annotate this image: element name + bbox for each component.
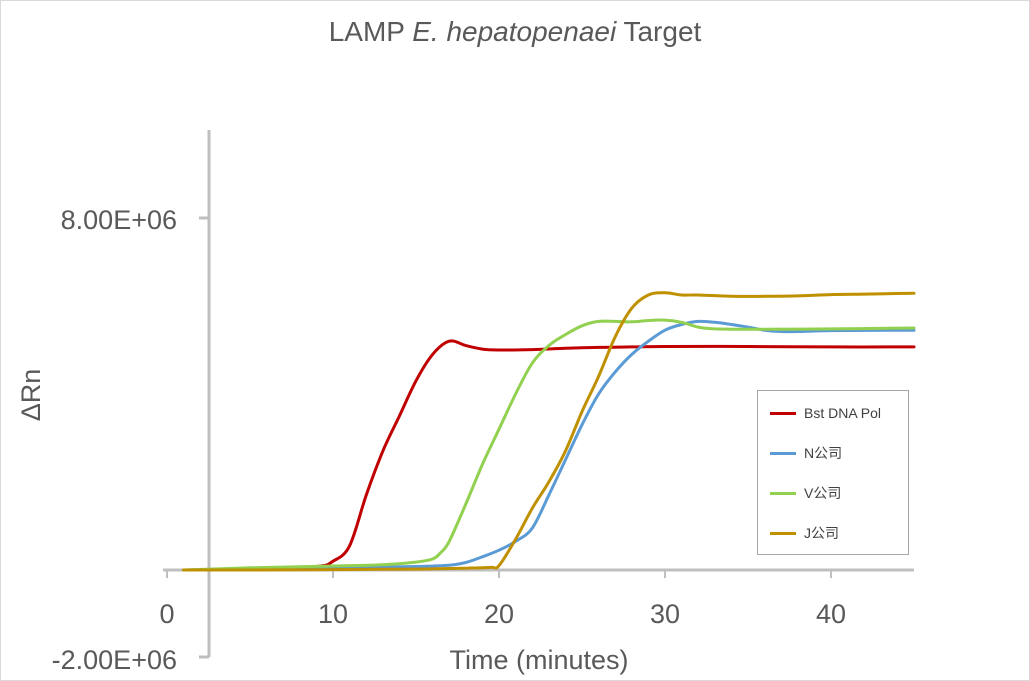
legend-item: V公司 xyxy=(770,483,841,503)
y-axis-title: ΔRn xyxy=(16,369,46,422)
x-tick-label: 20 xyxy=(484,599,514,629)
legend-swatch xyxy=(770,491,796,495)
legend-label: J公司 xyxy=(804,525,839,541)
x-tick-label: 30 xyxy=(650,599,680,629)
title-text-italic: E. hepatopenaei xyxy=(412,16,617,47)
series-line-0 xyxy=(182,339,916,572)
legend-label: N公司 xyxy=(804,445,843,461)
legend-swatch xyxy=(770,411,796,415)
legend-item: J公司 xyxy=(770,523,839,543)
y-tick-label: -2.00E+06 xyxy=(52,645,177,675)
title-text-plain: LAMP xyxy=(328,16,413,47)
legend-swatch xyxy=(770,451,796,455)
x-axis-title: Time (minutes) xyxy=(449,645,628,675)
legend-label: Bst DNA Pol xyxy=(804,405,882,421)
series-line-3 xyxy=(182,291,916,572)
labels-layer: 8.00E+06 -2.00E+06 0 10 20 30 40 Time (minutes)… xyxy=(16,205,846,675)
legend-label: V公司 xyxy=(804,485,842,501)
x-tick-label: 10 xyxy=(318,599,348,629)
series-line-2 xyxy=(182,318,916,572)
title-text-rest: Target xyxy=(616,16,702,47)
series-layer xyxy=(182,291,916,572)
legend-swatch xyxy=(770,531,796,535)
legend: Bst DNA Pol N公司 V公司 J公司 xyxy=(757,390,909,555)
y-tick-label: 8.00E+06 xyxy=(61,205,177,235)
x-tick-label: 0 xyxy=(159,599,174,629)
legend-item: N公司 xyxy=(770,443,842,463)
x-tick-label: 40 xyxy=(816,599,846,629)
chart-title: LAMP E. hepatopenaei Target xyxy=(0,16,1030,48)
legend-item: Bst DNA Pol xyxy=(770,403,881,423)
